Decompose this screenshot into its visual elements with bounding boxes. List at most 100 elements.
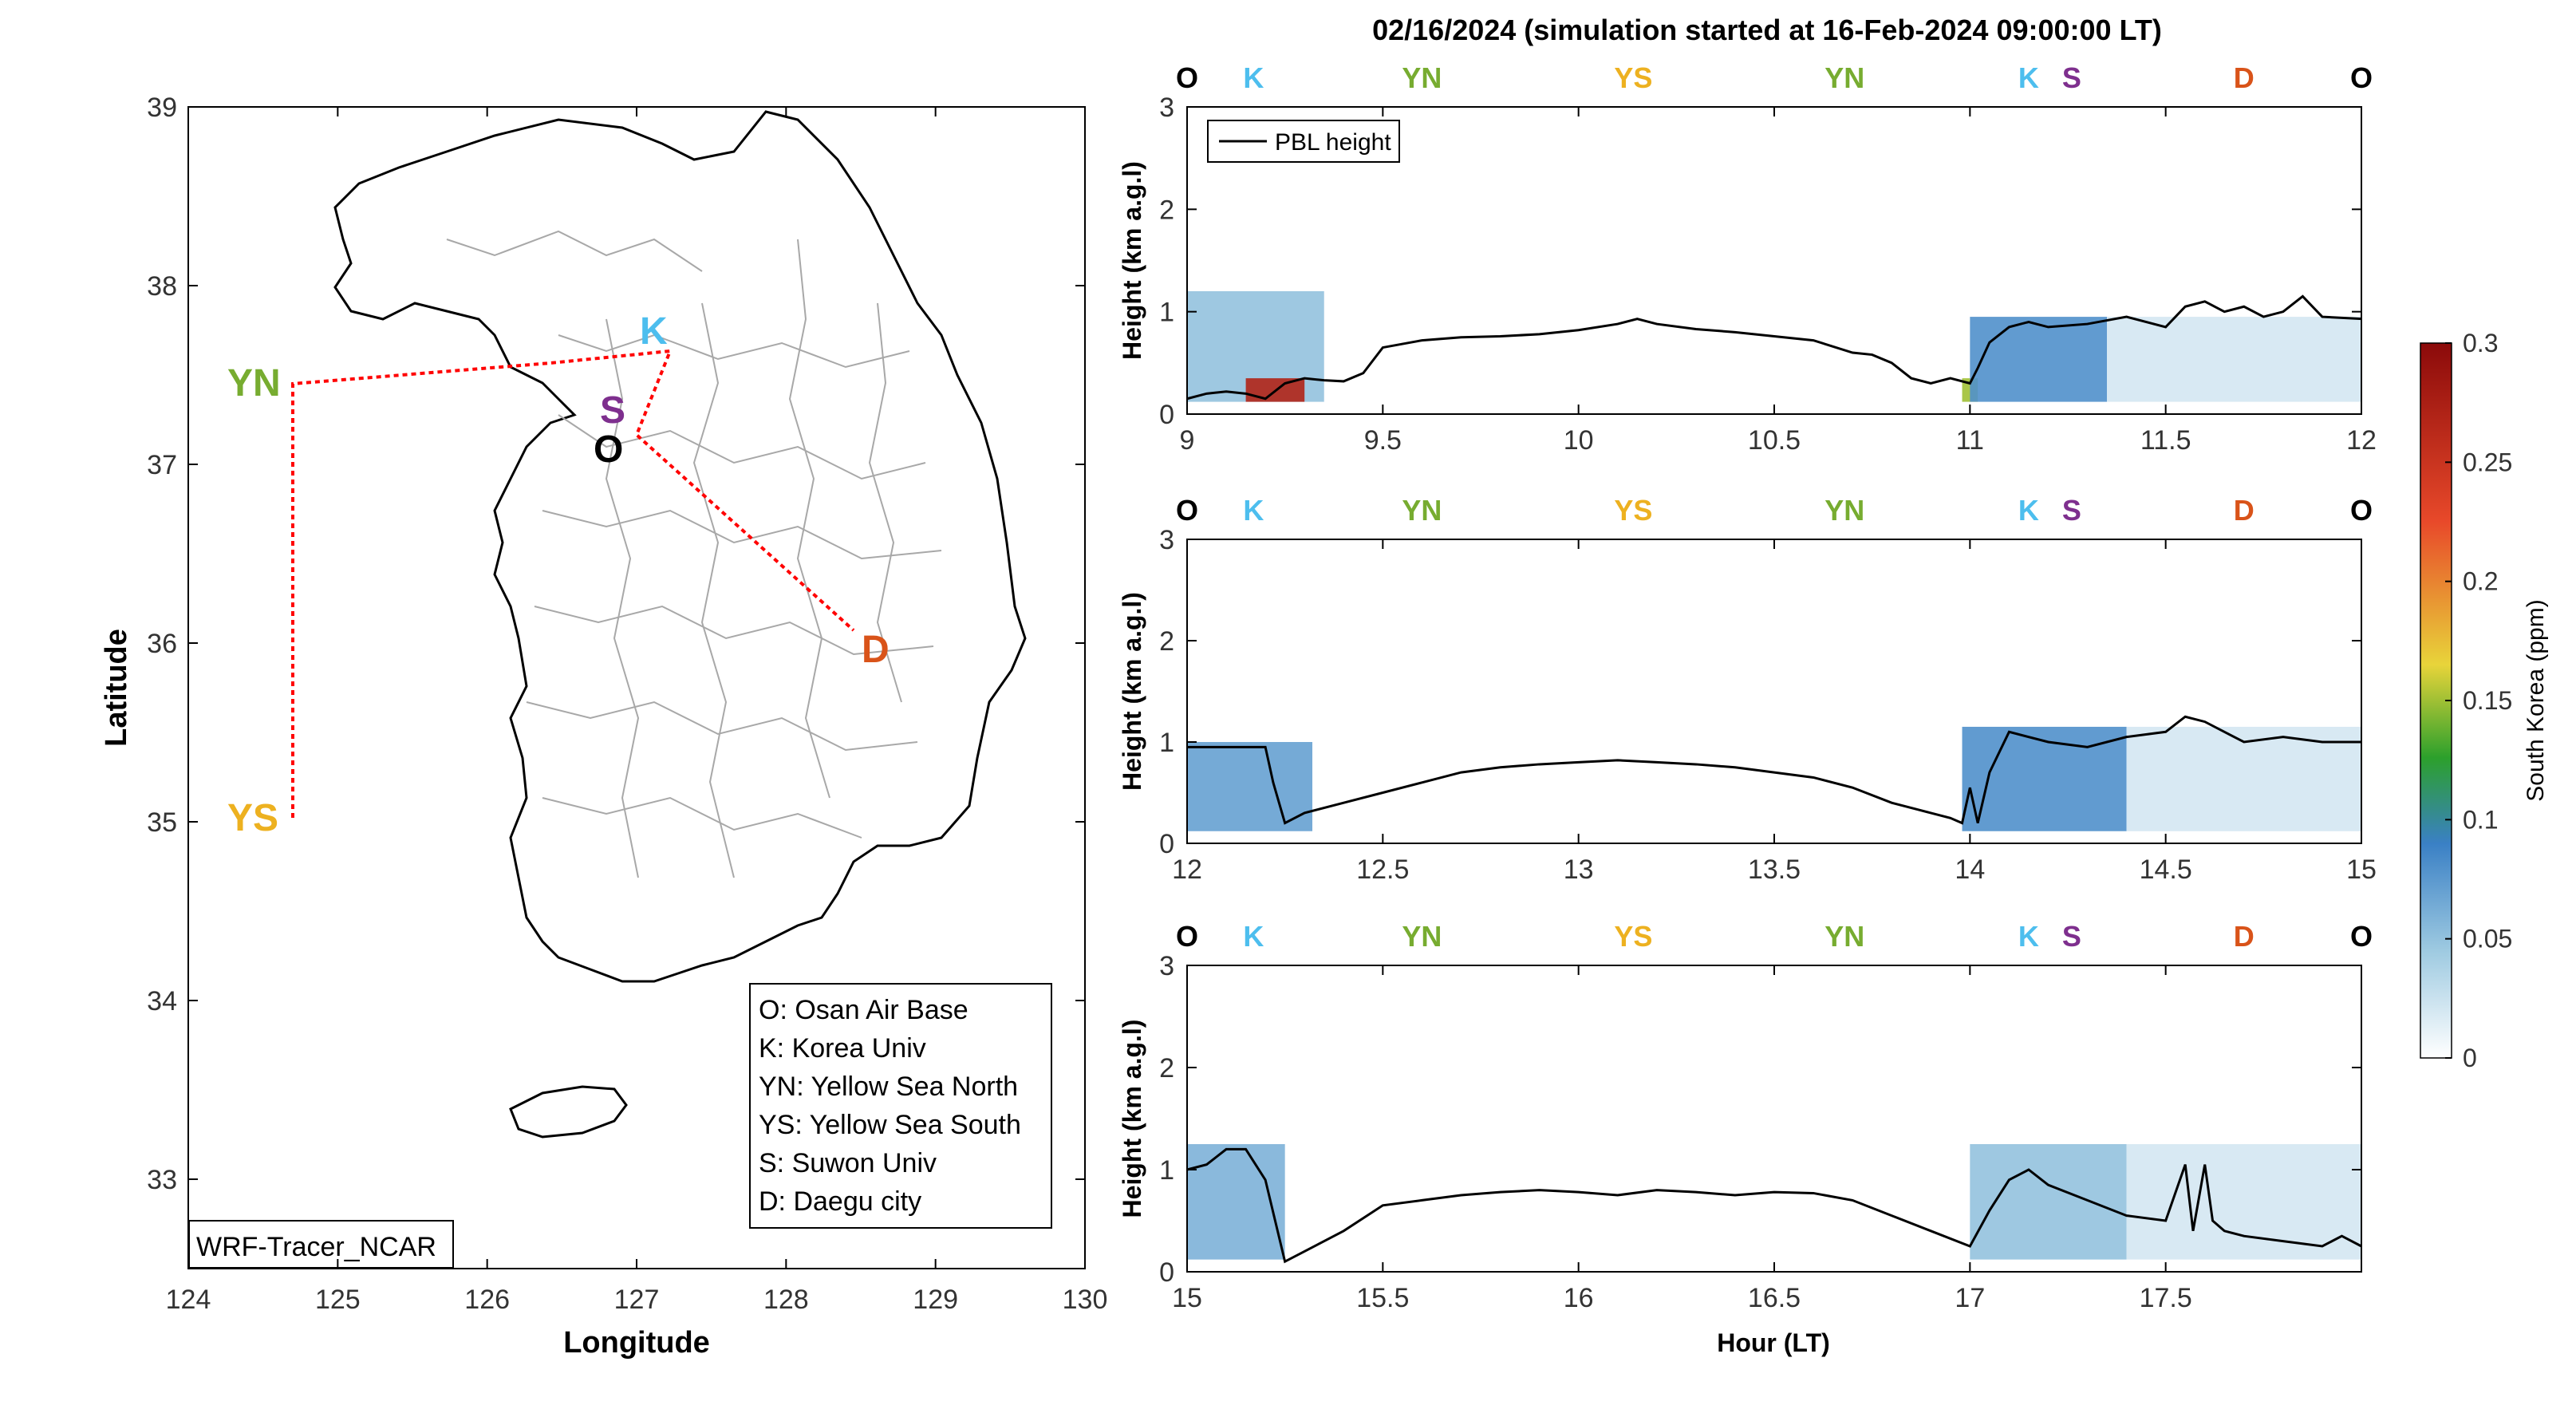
map-site-d: D <box>862 629 890 671</box>
x-tick-label: 17.5 <box>2140 1283 2192 1313</box>
concentration-cell <box>1187 1144 1285 1260</box>
legend-item: S: Suwon Univ <box>759 1148 937 1178</box>
map-y-tick-label: 33 <box>147 1165 177 1195</box>
x-tick-label: 13 <box>1564 855 1594 885</box>
map-site-k: K <box>640 310 668 353</box>
site-marker-label: K <box>2018 61 2039 94</box>
pbl-height-line <box>1187 715 2361 825</box>
y-tick-label: 1 <box>1159 728 1174 758</box>
admin-boundaries <box>446 230 942 878</box>
colorbar-tick-label: 0 <box>2463 1044 2477 1072</box>
panel-xlabel: Hour (LT) <box>1717 1328 1830 1357</box>
map-site-s: S <box>600 389 625 432</box>
site-marker-label: YS <box>1614 920 1652 953</box>
colorbar-tick-label: 0.05 <box>2463 925 2512 953</box>
map-legend: O: Osan Air Base K: Korea Univ YN: Yello… <box>749 983 1052 1229</box>
y-tick-label: 0 <box>1159 829 1174 859</box>
colorbar-tick-label: 0.3 <box>2463 329 2498 357</box>
y-tick-label: 0 <box>1159 400 1174 430</box>
y-tick-label: 3 <box>1159 93 1174 123</box>
map-site-ys: YS <box>227 797 278 839</box>
site-marker-label: O <box>1176 920 1198 953</box>
colorbar-tick-label: 0.1 <box>2463 805 2498 834</box>
site-marker-label: YN <box>1825 920 1864 953</box>
colorbar-tick-label: 0.2 <box>2463 567 2498 596</box>
map-x-tick-label: 130 <box>1063 1285 1108 1315</box>
x-tick-label: 15.5 <box>1356 1283 1409 1313</box>
x-tick-label: 15 <box>1172 1283 1202 1313</box>
legend-item: O: Osan Air Base <box>759 995 968 1025</box>
site-marker-label: D <box>2234 494 2254 527</box>
map-site-o: O <box>594 428 623 471</box>
site-marker-label: O <box>2350 920 2373 953</box>
y-tick-label: 0 <box>1159 1257 1174 1288</box>
x-tick-label: 10 <box>1564 425 1594 456</box>
panel-ylabel: Height (km a.g.l) <box>1118 592 1146 791</box>
x-tick-label: 17 <box>1955 1283 1985 1313</box>
y-tick-label: 3 <box>1159 951 1174 981</box>
concentration-cell <box>1187 742 1313 831</box>
map-y-tick-label: 34 <box>147 986 177 1016</box>
figure-title: 02/16/2024 (simulation started at 16-Feb… <box>1372 14 2162 46</box>
x-tick-label: 11.5 <box>2140 425 2191 456</box>
y-tick-label: 2 <box>1159 195 1174 225</box>
x-tick-label: 9.5 <box>1364 425 1402 456</box>
y-tick-label: 1 <box>1159 298 1174 328</box>
concentration-cell <box>2126 1144 2361 1260</box>
site-marker-label: YN <box>1402 494 1442 527</box>
x-tick-label: 12 <box>1172 855 1202 885</box>
x-tick-label: 12 <box>2346 425 2377 456</box>
concentration-cell <box>2126 726 2361 831</box>
x-tick-label: 16.5 <box>1748 1283 1801 1313</box>
site-marker-label: S <box>2062 494 2081 527</box>
site-marker-label: K <box>1243 920 1264 953</box>
pbl-height-line <box>1186 1147 2362 1264</box>
x-tick-label: 12.5 <box>1356 855 1409 885</box>
map-xlabel: Longitude <box>563 1326 710 1360</box>
site-marker-label: K <box>2018 920 2039 953</box>
x-tick-label: 16 <box>1564 1283 1594 1313</box>
map-y-tick-label: 37 <box>147 450 177 480</box>
map-y-ticks: 33 34 35 36 37 38 39 <box>147 93 1085 1195</box>
jeju-island <box>509 1085 628 1139</box>
site-marker-label: K <box>1243 494 1264 527</box>
model-label: WRF-Tracer_NCAR <box>196 1232 436 1262</box>
model-label-box: WRF-Tracer_NCAR <box>188 1220 454 1269</box>
site-marker-label: D <box>2234 61 2254 94</box>
site-marker-label: S <box>2062 920 2081 953</box>
map-x-ticks: 124 125 126 127 128 129 130 <box>166 107 1108 1315</box>
map-x-tick-label: 128 <box>763 1285 809 1315</box>
site-marker-label: O <box>1176 494 1198 527</box>
colorbar-tick-label: 0.25 <box>2463 448 2512 476</box>
pbl-legend-label: PBL height <box>1275 129 1391 156</box>
map-x-tick-label: 124 <box>166 1285 211 1315</box>
map-panel: YN YS K S O D O: Osan Air Base K: Korea … <box>100 93 1107 1360</box>
x-tick-label: 13.5 <box>1748 855 1801 885</box>
site-marker-label: O <box>2350 494 2373 527</box>
map-x-tick-label: 125 <box>315 1285 361 1315</box>
y-tick-label: 3 <box>1159 525 1174 555</box>
legend-item: YN: Yellow Sea North <box>759 1072 1018 1102</box>
site-marker-label: S <box>2062 61 2081 94</box>
colorbar-tick-label: 0.15 <box>2463 686 2512 715</box>
pbl-legend: PBL height <box>1207 120 1400 163</box>
map-y-tick-label: 36 <box>147 629 177 659</box>
map-x-tick-label: 129 <box>913 1285 958 1315</box>
map-ylabel: Latitude <box>100 629 133 747</box>
legend-item: D: Daegu city <box>759 1186 921 1217</box>
x-tick-label: 11 <box>1956 425 1984 456</box>
site-marker-label: YN <box>1825 494 1864 527</box>
pbl-height-line <box>1186 294 2362 401</box>
colorbar-ticks: 0 0.05 0.1 0.15 0.2 0.25 0.3 <box>2445 329 2512 1072</box>
map-x-tick-label: 126 <box>464 1285 510 1315</box>
legend-item: K: Korea Univ <box>759 1033 926 1064</box>
concentration-cell <box>1970 1144 2127 1260</box>
x-tick-label: 15 <box>2346 855 2377 885</box>
panel-ylabel: Height (km a.g.l) <box>1118 1020 1146 1218</box>
site-marker-label: D <box>2234 920 2254 953</box>
concentration-cell <box>1970 317 2108 402</box>
site-marker-label: YN <box>1825 61 1864 94</box>
korea-coastline <box>333 110 1027 983</box>
